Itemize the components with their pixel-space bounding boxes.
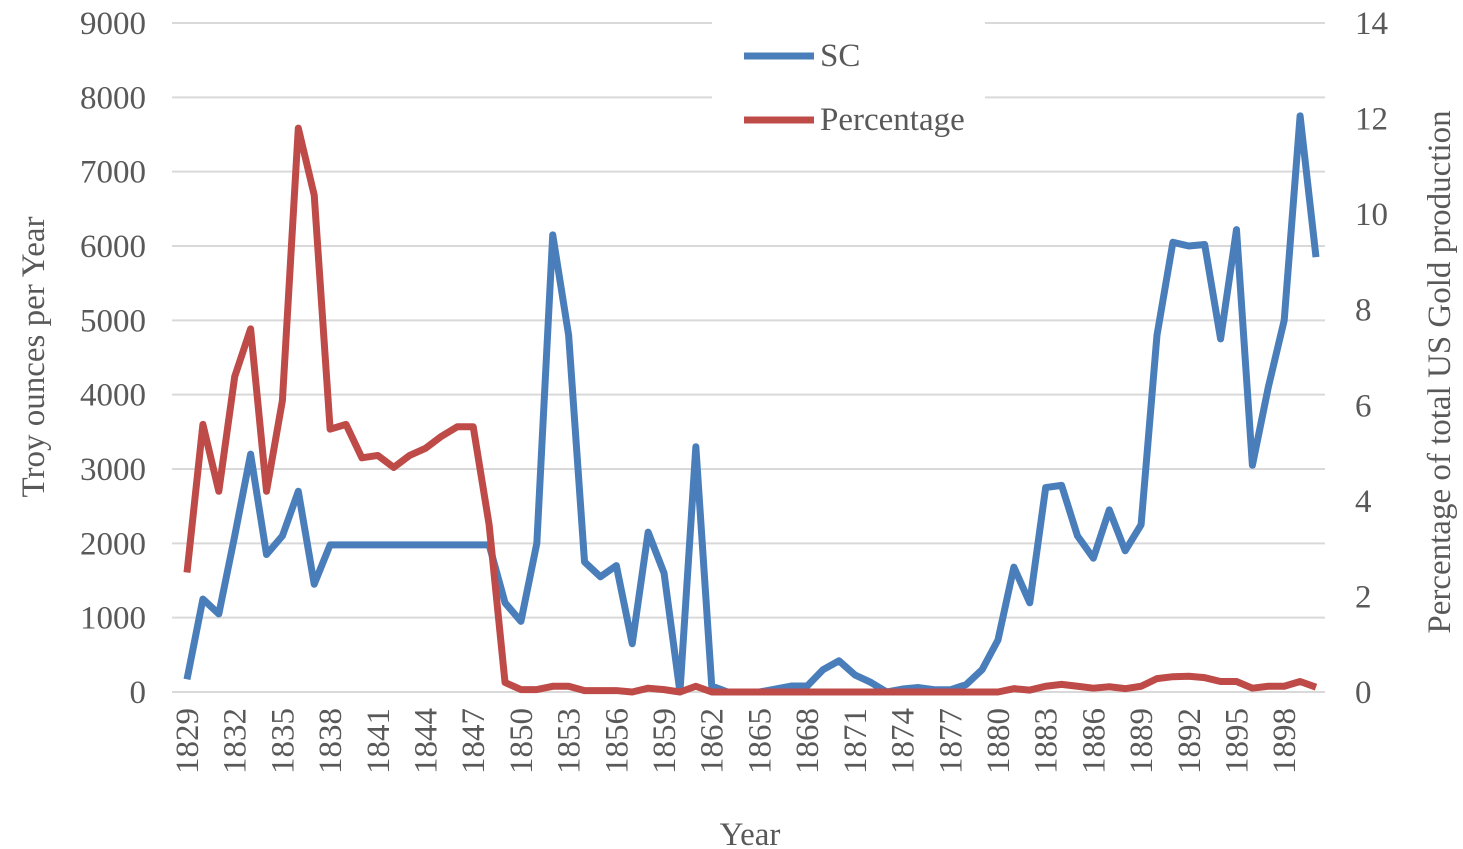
- x-tick-label: 1829: [170, 708, 206, 774]
- legend-label: SC: [820, 38, 860, 74]
- y-tick-label: 7000: [80, 155, 146, 191]
- y-tick-label: 1000: [80, 601, 146, 637]
- y-tick-label: 6000: [80, 229, 146, 265]
- x-tick-label: 1880: [981, 708, 1017, 774]
- x-tick-label: 1868: [790, 708, 826, 774]
- legend-box: [712, 20, 985, 100]
- y2-tick-label: 2: [1355, 579, 1372, 615]
- y-tick-label: 2000: [80, 526, 146, 562]
- x-tick-label: 1883: [1029, 708, 1065, 774]
- x-tick-label: 1871: [838, 708, 874, 774]
- x-tick-label: 1850: [504, 708, 540, 774]
- x-tick-label: 1844: [409, 708, 445, 774]
- x-tick-label: 1877: [933, 708, 969, 774]
- x-tick-label: 1835: [265, 708, 301, 774]
- y2-tick-label: 6: [1355, 388, 1372, 424]
- y-tick-label: 0: [130, 675, 147, 711]
- y-tick-label: 9000: [80, 6, 146, 42]
- y-tick-label: 3000: [80, 452, 146, 488]
- y2-tick-label: 4: [1355, 484, 1372, 520]
- x-tick-label: 1838: [313, 708, 349, 774]
- x-tick-label: 1847: [456, 708, 492, 774]
- x-tick-label: 1898: [1267, 708, 1303, 774]
- x-tick-label: 1856: [599, 708, 635, 774]
- series-line: [183, 124, 1318, 696]
- x-tick-label: 1862: [695, 708, 731, 774]
- x-tick-label: 1895: [1219, 708, 1255, 774]
- y2-tick-label: 10: [1355, 197, 1388, 233]
- y2-tick-label: 14: [1355, 6, 1388, 42]
- y2-tick-label: 12: [1355, 102, 1388, 138]
- y-axis-title: Troy ounces per Year: [16, 216, 52, 497]
- x-tick-label: 1889: [1124, 708, 1160, 774]
- series-line: [183, 112, 1320, 696]
- y2-axis-title: Percentage of total US Gold production: [1422, 110, 1458, 633]
- x-tick-label: 1853: [552, 708, 588, 774]
- legend: SC Percentage: [712, 20, 985, 138]
- x-axis-title: Year: [720, 817, 781, 849]
- x-tick-label: 1859: [647, 708, 683, 774]
- x-tick-label: 1874: [886, 708, 922, 774]
- y2-tick-label: 8: [1355, 293, 1372, 329]
- x-tick-label: 1865: [742, 708, 778, 774]
- x-tick-label: 1841: [361, 708, 397, 774]
- y-tick-label: 8000: [80, 80, 146, 116]
- y-tick-label: 4000: [80, 378, 146, 414]
- x-tick-label: 1832: [218, 708, 254, 774]
- y-tick-label: 5000: [80, 303, 146, 339]
- legend-label: Percentage: [820, 102, 965, 138]
- x-tick-label: 1886: [1076, 708, 1112, 774]
- x-tick-label: 1892: [1172, 708, 1208, 774]
- y2-tick-label: 0: [1355, 675, 1372, 711]
